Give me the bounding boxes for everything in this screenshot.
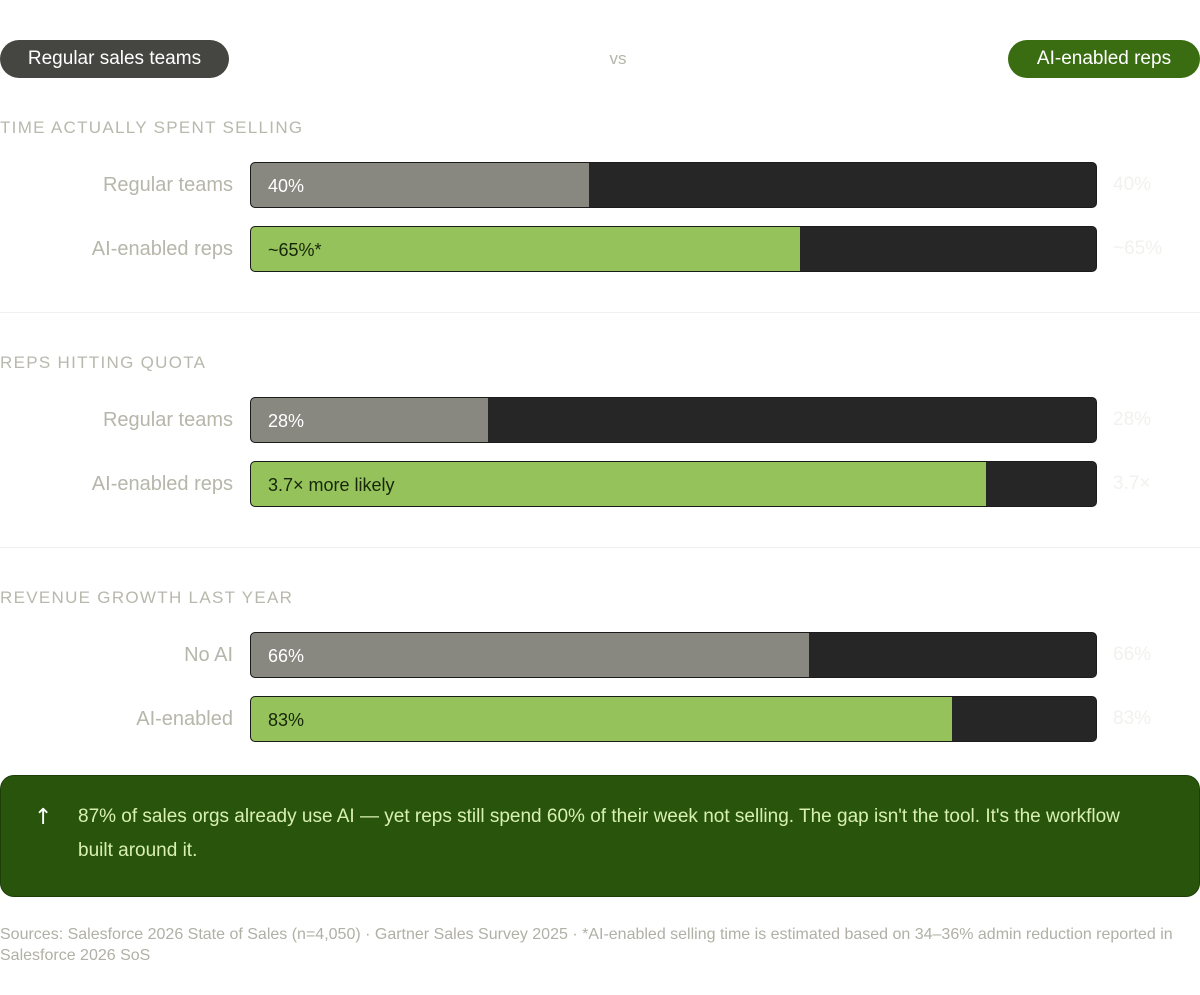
section-title: REVENUE GROWTH LAST YEAR (0, 588, 294, 607)
bar-track: 66% (250, 632, 1097, 678)
ai-bar (251, 227, 800, 271)
side-value-label: 28% (1113, 409, 1152, 430)
side-value-label: 40% (1113, 174, 1152, 195)
ai-enabled-reps-pill: AI-enabled reps (1008, 40, 1200, 78)
ai-bar (251, 697, 952, 741)
ai-bar (251, 462, 986, 506)
bar-track: 28% (250, 397, 1097, 443)
insight-callout: ↑ 87% of sales orgs already use AI — yet… (0, 775, 1200, 897)
bar-label: AI-enabled reps (91, 473, 233, 495)
bar-label: AI-enabled reps (91, 238, 233, 260)
up-arrow-icon: ↑ (34, 805, 53, 830)
bar-track: ~65%* (250, 226, 1097, 272)
side-value-label: 66% (1113, 644, 1152, 665)
regular-bar (251, 633, 809, 677)
side-value-label: 83% (1113, 708, 1152, 729)
bar-label: AI-enabled (136, 708, 233, 730)
vs-label: vs (609, 49, 627, 68)
bar-data-label: ~65%* (268, 240, 322, 260)
sources-footnote: Sources: Salesforce 2026 State of Sales … (0, 926, 1173, 964)
bar-label: Regular teams (102, 409, 233, 431)
bar-data-label: 66% (268, 646, 305, 666)
bar-data-label: 3.7× more likely (268, 475, 395, 495)
section-divider (0, 312, 1200, 313)
side-value-label: ~65% (1113, 238, 1163, 259)
section-title: TIME ACTUALLY SPENT SELLING (0, 118, 304, 137)
section-divider (0, 547, 1200, 548)
bar-track: 3.7× more likely (250, 461, 1097, 507)
bar-label: Regular teams (102, 174, 233, 196)
bar-track: 40% (250, 162, 1097, 208)
bar-data-label: 28% (268, 411, 305, 431)
side-value-label: 3.7× (1113, 473, 1151, 494)
bar-track: 83% (250, 696, 1097, 742)
regular-bar (251, 398, 488, 442)
bar-label: No AI (184, 644, 233, 666)
regular-sales-teams-pill: Regular sales teams (0, 40, 229, 78)
bar-data-label: 83% (268, 710, 305, 730)
callout-text: 87% of sales orgs already use AI — yet r… (78, 806, 1120, 861)
bar-data-label: 40% (268, 176, 305, 196)
section-title: REPS HITTING QUOTA (0, 353, 207, 372)
regular-bar (251, 163, 589, 207)
